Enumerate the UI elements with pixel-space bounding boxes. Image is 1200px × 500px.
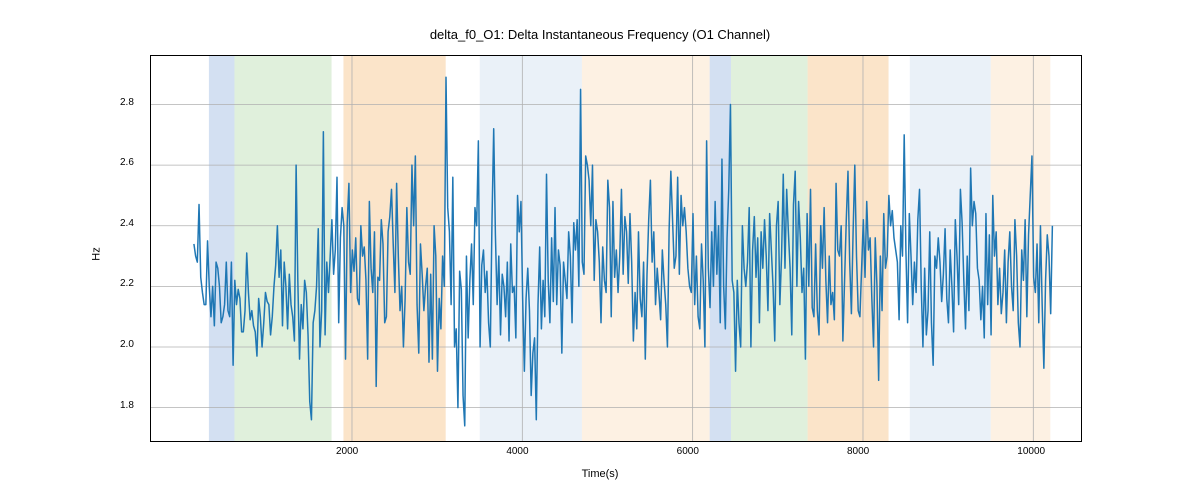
y-tick-label: 2.2	[120, 278, 134, 289]
x-tick-label: 2000	[336, 446, 358, 457]
y-tick-label: 2.6	[120, 157, 134, 168]
chart-svg	[151, 56, 1081, 441]
x-tick-label: 10000	[1017, 446, 1045, 457]
x-tick-label: 8000	[847, 446, 869, 457]
y-tick-label: 2.4	[120, 218, 134, 229]
plot-area	[150, 55, 1082, 442]
x-tick-label: 6000	[677, 446, 699, 457]
y-tick-label: 2.8	[120, 97, 134, 108]
chart-title: delta_f0_O1: Delta Instantaneous Frequen…	[0, 27, 1200, 42]
figure: delta_f0_O1: Delta Instantaneous Frequen…	[0, 0, 1200, 500]
y-tick-label: 2.0	[120, 339, 134, 350]
y-axis-label: Hz	[91, 247, 103, 260]
x-axis-label: Time(s)	[0, 468, 1200, 480]
y-tick-label: 1.8	[120, 400, 134, 411]
x-tick-label: 4000	[506, 446, 528, 457]
